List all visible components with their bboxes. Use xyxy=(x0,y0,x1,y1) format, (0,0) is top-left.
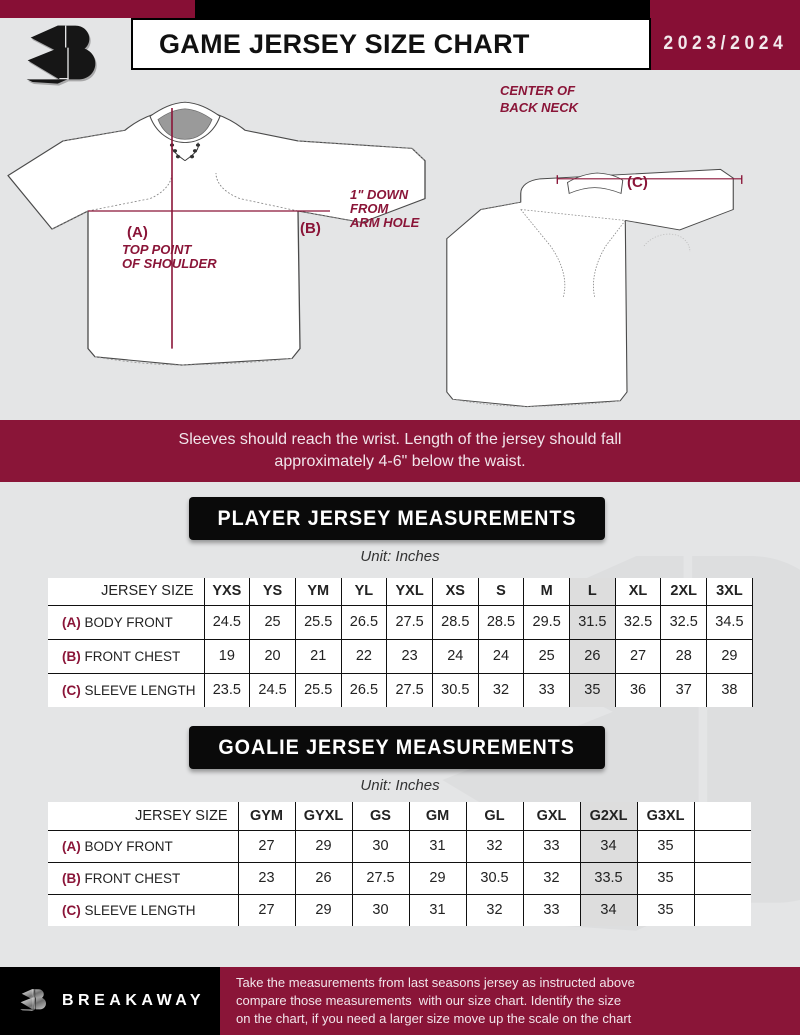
svg-text:(C): (C) xyxy=(627,174,648,191)
svg-text:FROM: FROM xyxy=(350,201,389,216)
svg-text:TOP POINT: TOP POINT xyxy=(122,242,192,257)
svg-text:ARM HOLE: ARM HOLE xyxy=(349,215,420,230)
svg-text:OF SHOULDER: OF SHOULDER xyxy=(122,256,217,271)
svg-text:(B): (B) xyxy=(300,220,321,237)
svg-text:1" DOWN: 1" DOWN xyxy=(350,187,409,202)
svg-text:(A): (A) xyxy=(127,224,148,241)
